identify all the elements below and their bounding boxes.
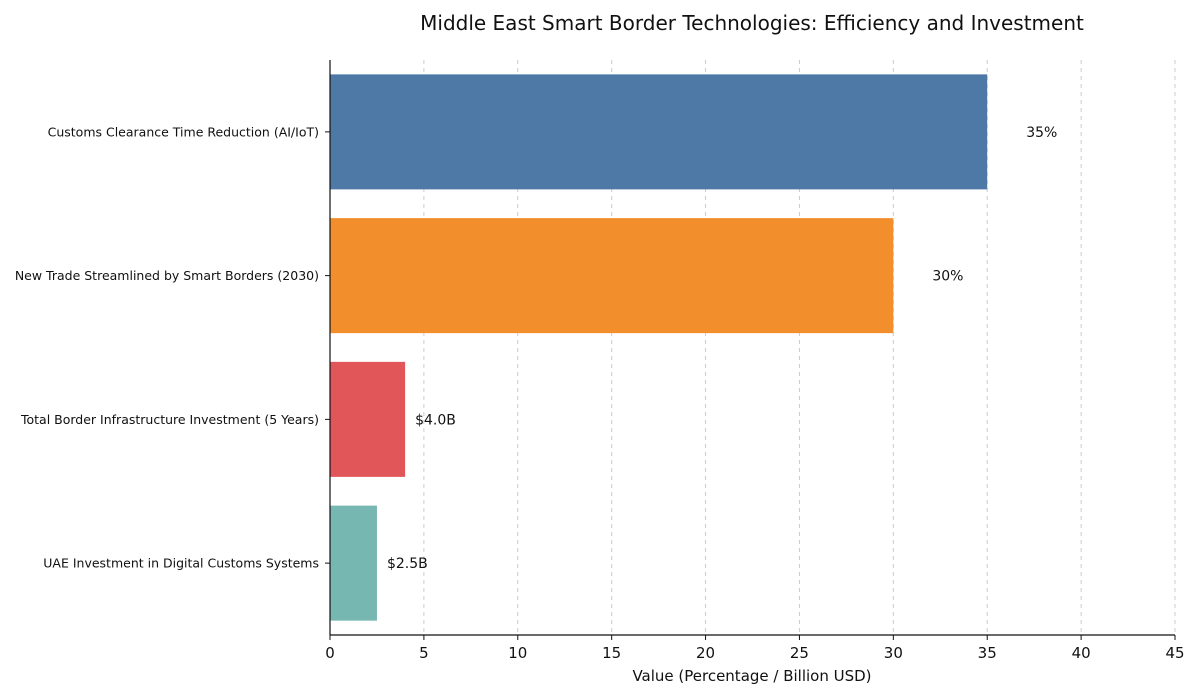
data-label: $4.0B <box>415 412 456 428</box>
data-label: $2.5B <box>387 556 428 572</box>
y-tick-label: UAE Investment in Digital Customs System… <box>43 556 319 571</box>
x-tick-label: 40 <box>1072 644 1091 662</box>
data-label: 30% <box>932 269 963 285</box>
x-tick-label: 20 <box>696 644 715 662</box>
y-tick-label: Customs Clearance Time Reduction (AI/IoT… <box>48 124 319 139</box>
bar <box>330 361 406 477</box>
bar <box>330 74 988 190</box>
x-axis-label: Value (Percentage / Billion USD) <box>632 667 871 685</box>
y-tick-label: Total Border Infrastructure Investment (… <box>20 412 319 427</box>
axis-layer: 0 5 10 15 20 25 30 35 40 45 <box>325 60 1185 662</box>
x-tick-label: 30 <box>884 644 903 662</box>
bars-layer <box>330 74 988 621</box>
x-tick-label: 10 <box>508 644 527 662</box>
data-labels-layer: Customs Clearance Time Reduction (AI/IoT… <box>15 124 1058 572</box>
x-tick-label: 35 <box>978 644 997 662</box>
chart-title: Middle East Smart Border Technologies: E… <box>420 11 1084 35</box>
bar <box>330 218 894 334</box>
x-tick-label: 25 <box>790 644 809 662</box>
x-tick-label: 5 <box>419 644 429 662</box>
x-tick-label: 0 <box>325 644 335 662</box>
bar <box>330 505 377 621</box>
x-tick-label: 45 <box>1165 644 1184 662</box>
data-label: 35% <box>1026 125 1057 141</box>
x-tick-label: 15 <box>602 644 621 662</box>
y-tick-label: New Trade Streamlined by Smart Borders (… <box>15 268 319 283</box>
